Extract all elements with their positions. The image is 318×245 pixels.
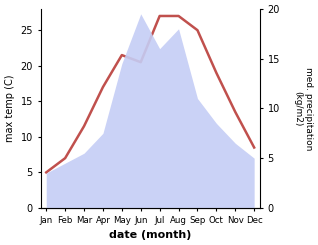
X-axis label: date (month): date (month) <box>109 230 191 240</box>
Y-axis label: med. precipitation
(kg/m2): med. precipitation (kg/m2) <box>294 67 313 150</box>
Y-axis label: max temp (C): max temp (C) <box>5 75 15 142</box>
